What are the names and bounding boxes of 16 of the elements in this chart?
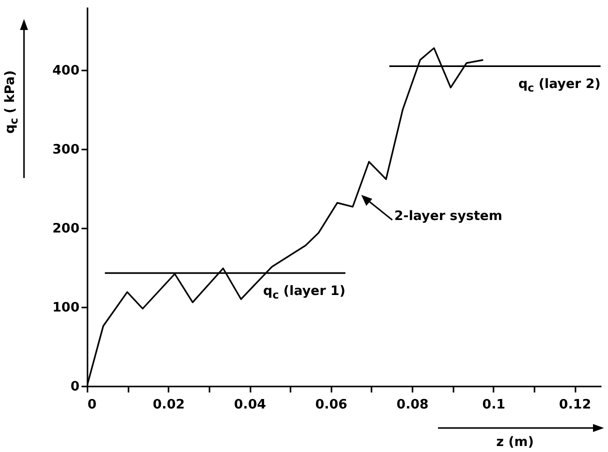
y-tick-label: 200 (52, 222, 80, 237)
x-tick-label: 0.12 (559, 398, 592, 412)
x-tick-label: 0.02 (152, 398, 185, 412)
y-tick-label: 0 (70, 380, 80, 394)
y-tick-label: 300 (52, 142, 80, 158)
series-label: q$_{c}$ (layer 2) (518, 77, 601, 95)
y-tick-label: 400 (52, 64, 80, 79)
y-tick-label: 100 (52, 300, 80, 316)
x-tick-label: 0.1 (482, 398, 506, 412)
x-tick-label: 0 (88, 398, 97, 412)
x-tick-label: 0.06 (315, 398, 348, 412)
annotation: 2-layer system (394, 208, 502, 224)
x-axis-title: z (m) (496, 435, 534, 450)
x-tick-label: 0.04 (234, 398, 266, 412)
x-tick-label: 0.08 (396, 398, 429, 412)
series-label: q$_{c}$ (layer 1) (263, 284, 346, 302)
